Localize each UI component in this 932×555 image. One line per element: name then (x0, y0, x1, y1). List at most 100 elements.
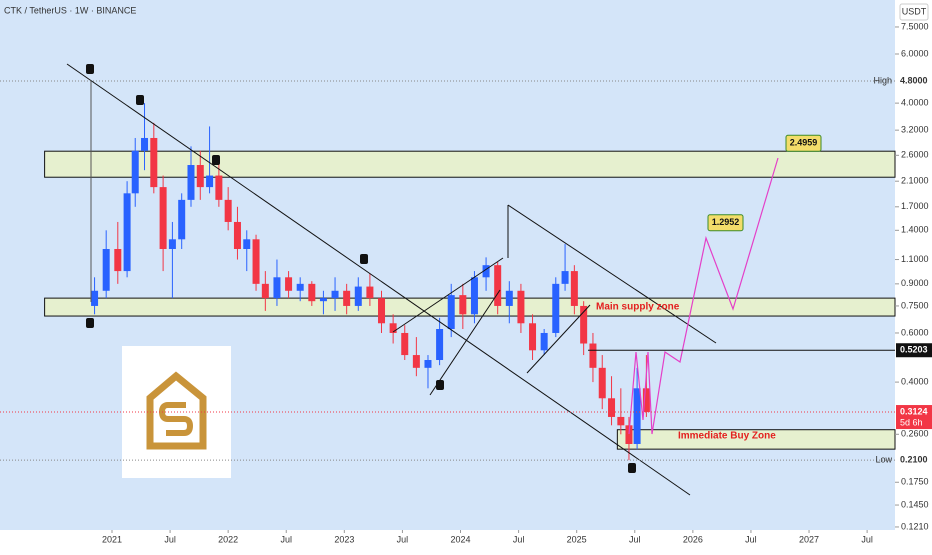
candle-body (243, 239, 251, 249)
price-level-label: 0.5203 (900, 345, 928, 355)
thumb-icon (360, 254, 368, 264)
y-tick-label: 0.7500 (901, 300, 929, 310)
x-tick-label: Jul (513, 534, 525, 544)
thumb-icon (86, 318, 94, 328)
thumb-icon (212, 155, 220, 165)
zone (44, 297, 896, 317)
y-tick-label: 1.7000 (901, 201, 929, 211)
targets: 1.2952 2.4959 (707, 134, 822, 232)
zone (44, 150, 896, 178)
price-level-box (896, 453, 932, 468)
x-tick-label: Jul (861, 534, 873, 544)
x-tick-label: 2024 (450, 534, 470, 544)
candle-body (114, 248, 122, 272)
target-box (785, 134, 822, 152)
price-level-label: 4.8000 (900, 75, 928, 85)
candle-body (233, 221, 241, 249)
candle-body (261, 283, 269, 299)
drawings (66, 63, 779, 496)
candle-body (308, 283, 316, 302)
candle-body (625, 425, 633, 444)
zone (616, 429, 896, 450)
thumb-icon (436, 380, 444, 390)
candle-body (378, 298, 386, 324)
candle-body (141, 137, 149, 151)
candle-body (224, 199, 232, 222)
trend-line (429, 289, 501, 396)
y-tick-label: 0.1450 (901, 499, 929, 509)
logo-s (158, 402, 194, 436)
price-level-label: 0.3124 (900, 406, 928, 416)
candle-body (589, 343, 597, 368)
x-tick-label: Jul (629, 534, 641, 544)
candle-body (159, 187, 167, 249)
y-tick-label: 3.2000 (901, 125, 929, 135)
chart-title: CTK / TetherUS · 1W · BINANCE (4, 5, 136, 15)
target-label: 2.4959 (790, 138, 818, 148)
candle-body (412, 355, 420, 368)
candle-body (366, 286, 374, 299)
y-tick-label: 2.1000 (901, 176, 929, 186)
candle-body (187, 165, 195, 200)
candle-body (617, 416, 625, 426)
price-level-name: Low (875, 455, 892, 465)
x-tick-label: 2021 (102, 534, 122, 544)
candle-body (206, 175, 214, 188)
candle-body (447, 295, 455, 330)
y-tick-label: 0.1210 (901, 521, 929, 531)
candle-body (608, 398, 616, 417)
trend-line (392, 257, 504, 333)
candle-body (505, 290, 513, 306)
zone-label: Immediate Buy Zone (678, 431, 776, 442)
zone-label: Main supply zone (596, 302, 680, 313)
price-level-box (896, 405, 932, 430)
candle-body (131, 150, 139, 194)
y-tick-label: 0.6000 (901, 327, 929, 337)
candle-body (633, 388, 641, 444)
logo (122, 346, 231, 478)
candle-body (470, 277, 478, 315)
candle-body (552, 283, 560, 333)
y-tick-label: 7.5000 (901, 21, 929, 31)
candle-body (354, 286, 362, 306)
target-box (707, 214, 744, 232)
candle-body (343, 290, 351, 306)
trend-line (526, 304, 591, 374)
ticks: 7.5000 6.0000 4.0000 3.2000 2.6000 2.1000 1.70… (102, 21, 929, 544)
y-tick-label: 1.1000 (901, 254, 929, 264)
price-level-box (896, 343, 932, 358)
x-tick-label: 2025 (567, 534, 587, 544)
candle-body (296, 283, 304, 291)
y-tick-label: 1.4000 (901, 225, 929, 235)
candle-body (102, 248, 110, 291)
trend-line (507, 204, 717, 344)
candle-body (319, 298, 327, 302)
axis-background (0, 530, 895, 550)
y-tick-label: 0.9000 (901, 278, 929, 288)
candle-body (123, 193, 131, 272)
x-tick-label: Jul (280, 534, 292, 544)
candle-body (91, 290, 99, 306)
y-tick-label: 4.0000 (901, 98, 929, 108)
trend-line (66, 63, 691, 496)
candle-body (331, 290, 339, 299)
candle-body (178, 199, 186, 240)
x-tick-label: 2022 (218, 534, 238, 544)
logo-shield (146, 371, 207, 450)
candle-body (459, 295, 467, 315)
candle-body (517, 290, 525, 324)
candle-body (540, 332, 548, 351)
y-tick-label: 0.1750 (901, 477, 929, 487)
thumb-icon (628, 463, 636, 473)
candle-body (598, 367, 606, 399)
markers (86, 64, 636, 473)
candle-body (424, 360, 432, 368)
y-tick-label: 2.6000 (901, 150, 929, 160)
thumb-icon (136, 95, 144, 105)
candle-body (273, 277, 281, 299)
price-level-name: High (873, 75, 892, 85)
x-tick-label: 2023 (334, 534, 354, 544)
candle-body (436, 329, 444, 361)
